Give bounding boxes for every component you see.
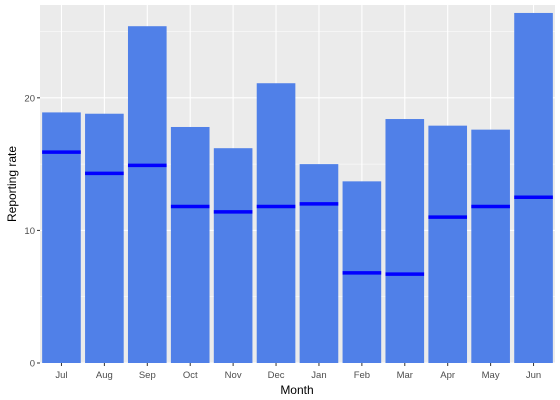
bar-sep bbox=[127, 26, 167, 364]
y-tick-label: 0 bbox=[30, 359, 35, 370]
x-tick-label: Oct bbox=[183, 370, 198, 381]
bar-jan bbox=[299, 164, 339, 363]
bar-apr bbox=[428, 125, 468, 363]
bar-oct bbox=[170, 126, 210, 363]
bar-nov bbox=[213, 148, 253, 363]
bars-layer bbox=[42, 12, 553, 364]
x-tick-label: May bbox=[482, 370, 500, 381]
bar-dec bbox=[256, 83, 296, 364]
x-tick-label: Jul bbox=[55, 370, 67, 381]
x-tick-label: Nov bbox=[225, 370, 242, 381]
bar-aug bbox=[85, 113, 124, 364]
bar-mar bbox=[385, 119, 425, 363]
bar-jul bbox=[42, 112, 81, 364]
x-tick-label: Apr bbox=[440, 370, 455, 381]
bar-may bbox=[471, 129, 510, 363]
x-axis: Jul Aug Sep Oct Nov Dec Jan Feb Mar Apr May Jun bbox=[55, 363, 541, 381]
x-tick-label: Feb bbox=[354, 370, 370, 381]
x-tick-label: Dec bbox=[268, 370, 285, 381]
x-tick-label: Jan bbox=[311, 370, 326, 381]
x-axis-title: Month bbox=[280, 383, 313, 397]
plot-panel bbox=[40, 5, 555, 363]
y-tick-label: 20 bbox=[24, 93, 35, 104]
x-tick-label: Aug bbox=[96, 370, 113, 381]
y-axis-title: Reporting rate bbox=[5, 146, 19, 222]
x-tick-label: Jun bbox=[526, 370, 541, 381]
bar-jun bbox=[514, 12, 553, 363]
y-axis: 0 10 20 bbox=[24, 93, 40, 370]
y-tick-label: 10 bbox=[24, 226, 35, 237]
x-tick-label: Mar bbox=[397, 370, 413, 381]
x-tick-label: Sep bbox=[139, 370, 156, 381]
marks-layer bbox=[42, 150, 553, 276]
